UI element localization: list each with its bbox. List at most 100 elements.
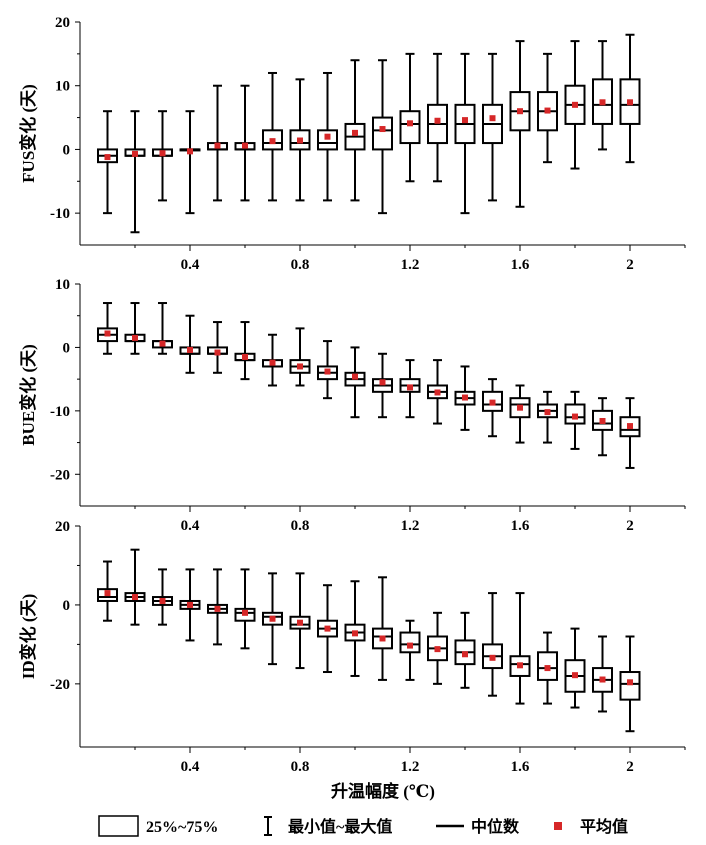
legend-mean-label: 平均值 bbox=[580, 817, 628, 836]
mean-marker bbox=[269, 359, 276, 366]
legend-median-label: 中位数 bbox=[471, 817, 520, 836]
mean-marker bbox=[517, 662, 523, 669]
box-id-1.1 bbox=[372, 576, 393, 681]
mean-marker bbox=[104, 154, 111, 161]
box-id-2 bbox=[619, 635, 641, 733]
y-tick-label: 0 bbox=[63, 142, 71, 158]
panel-id: -20 0 20 0.4 0.8 1.2 1.6 2 ID变化 (天) bbox=[18, 519, 686, 775]
x-tick-label: 1.6 bbox=[511, 759, 530, 775]
mean-marker bbox=[297, 619, 303, 626]
box-bue-1 bbox=[344, 346, 366, 419]
mean-marker bbox=[517, 404, 523, 411]
box-bue-0.8 bbox=[289, 327, 311, 387]
y-tick-label: 20 bbox=[55, 519, 70, 535]
box-fus-1.6 bbox=[509, 40, 531, 208]
mean-marker bbox=[599, 99, 606, 106]
mean-marker bbox=[187, 601, 193, 608]
mean-marker bbox=[352, 373, 358, 380]
mean-marker bbox=[214, 349, 221, 356]
x-tick-label: 0.4 bbox=[181, 257, 200, 273]
mean-marker bbox=[187, 148, 193, 155]
mean-marker bbox=[407, 120, 413, 127]
y-axis-label: ID变化 (天) bbox=[18, 594, 38, 679]
x-axis-label: 升温幅度 (℃) bbox=[331, 781, 435, 801]
x-tick-label: 1.6 bbox=[511, 257, 530, 273]
mean-marker bbox=[517, 108, 523, 115]
box-id-0.6 bbox=[234, 568, 256, 650]
box-fus-1 bbox=[344, 59, 366, 202]
mean-marker bbox=[104, 330, 111, 337]
mean-marker bbox=[407, 642, 413, 649]
mean-marker bbox=[462, 394, 468, 401]
y-axis-label: FUS变化 (天) bbox=[18, 84, 38, 183]
box-fus-1.5 bbox=[482, 52, 503, 202]
mean-marker bbox=[462, 117, 468, 124]
mean-marker bbox=[599, 418, 606, 425]
mean-marker bbox=[214, 605, 221, 612]
mean-marker bbox=[627, 423, 633, 430]
box-fus-0.1 bbox=[97, 110, 118, 215]
mean-marker bbox=[379, 635, 386, 642]
mean-marker bbox=[462, 651, 468, 658]
box-fus-2 bbox=[619, 33, 641, 164]
box-id-0.8 bbox=[289, 572, 311, 670]
box-id-1.4 bbox=[454, 611, 476, 689]
mean-marker bbox=[352, 630, 358, 637]
mean-marker bbox=[572, 672, 578, 679]
box-bue-1.7 bbox=[537, 390, 558, 444]
box-bue-0.1 bbox=[97, 302, 118, 355]
panel-fus: -10 0 10 20 0.4 0.8 1.2 1.6 2 FUS变化 (天) bbox=[18, 15, 686, 273]
box-fus-0.8 bbox=[289, 78, 311, 202]
box-bue-0.6 bbox=[234, 321, 256, 381]
mean-marker bbox=[187, 346, 193, 353]
box-id-0.1 bbox=[97, 560, 118, 622]
mean-marker bbox=[297, 137, 303, 144]
mean-marker bbox=[379, 379, 386, 386]
y-tick-label: 10 bbox=[55, 79, 70, 95]
mean-marker bbox=[627, 679, 633, 686]
box-id-0.3 bbox=[152, 568, 173, 626]
mean-marker bbox=[297, 363, 303, 370]
mean-marker bbox=[132, 334, 138, 341]
mean-marker bbox=[544, 665, 551, 672]
x-tick-label: 0.8 bbox=[291, 759, 310, 775]
box-id-0.4 bbox=[179, 568, 201, 642]
mean-marker bbox=[352, 129, 358, 136]
box-id-0.9 bbox=[317, 584, 338, 674]
mean-marker bbox=[407, 384, 413, 391]
legend-mean-icon bbox=[554, 822, 562, 830]
mean-marker bbox=[214, 142, 221, 149]
box-fus-1.7 bbox=[537, 52, 558, 164]
box-iqr bbox=[317, 129, 338, 151]
box-iqr bbox=[399, 631, 421, 654]
y-tick-label: 0 bbox=[63, 340, 71, 356]
box-fus-1.4 bbox=[454, 52, 476, 215]
panel-bue: -20 -10 0 10 0.4 0.8 1.2 1.6 2 BUE变化 (天) bbox=[18, 277, 686, 534]
mean-marker bbox=[379, 126, 386, 133]
mean-marker bbox=[159, 340, 166, 347]
box-bue-1.9 bbox=[592, 397, 613, 457]
mean-marker bbox=[489, 654, 496, 661]
box-id-1.8 bbox=[564, 627, 586, 709]
mean-marker bbox=[104, 590, 111, 597]
mean-marker bbox=[572, 101, 578, 108]
box-bue-0.7 bbox=[262, 333, 283, 387]
mean-marker bbox=[489, 399, 496, 406]
y-tick-label: 0 bbox=[63, 598, 71, 614]
box-bue-1.3 bbox=[427, 359, 448, 425]
box-bue-1.1 bbox=[372, 352, 393, 419]
box-fus-0.6 bbox=[234, 84, 256, 202]
box-id-0.5 bbox=[207, 568, 228, 646]
legend-whisker-label: 最小值~最大值 bbox=[288, 817, 392, 836]
x-tick-label: 0.8 bbox=[291, 518, 310, 534]
mean-marker bbox=[242, 142, 248, 149]
y-axis-label: BUE变化 (天) bbox=[18, 344, 38, 446]
box-id-0.2 bbox=[124, 548, 146, 626]
mean-marker bbox=[599, 676, 606, 683]
box-bue-1.5 bbox=[482, 378, 503, 438]
box-id-1.3 bbox=[427, 611, 448, 685]
box-fus-0.4 bbox=[179, 110, 201, 215]
box-fus-1.8 bbox=[564, 40, 586, 170]
box-bue-1.6 bbox=[509, 384, 531, 444]
